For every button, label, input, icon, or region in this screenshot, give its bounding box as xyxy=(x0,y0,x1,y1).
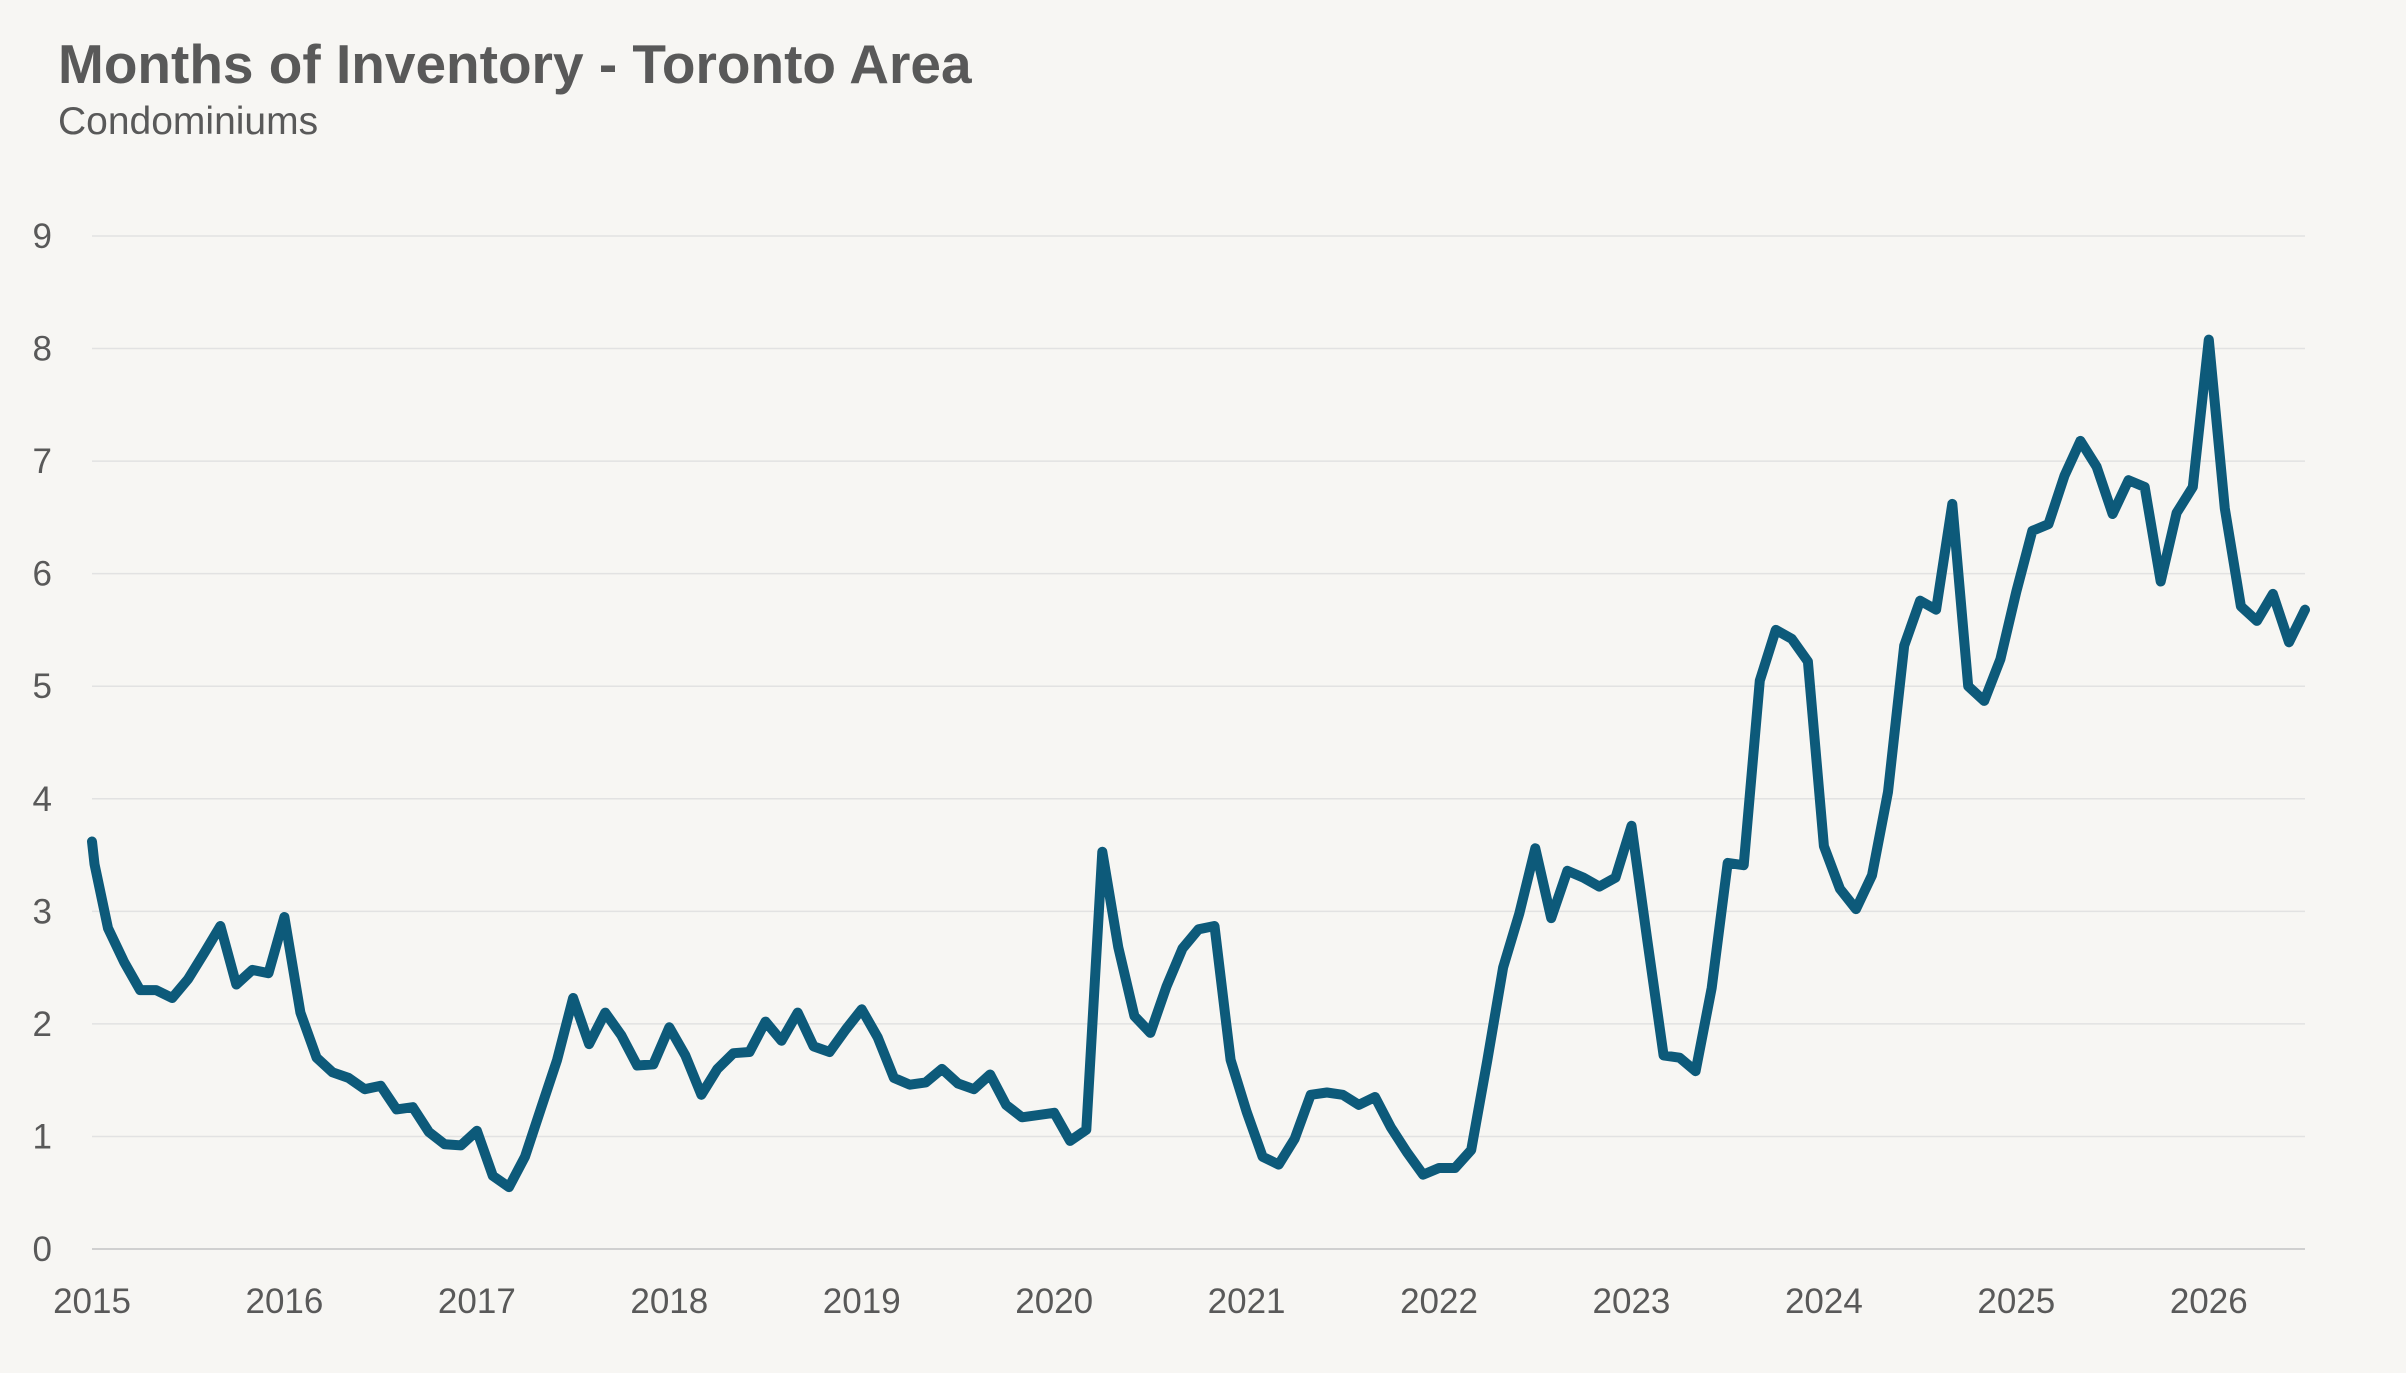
x-tick-label: 2025 xyxy=(1977,1282,2055,1321)
x-tick-label: 2026 xyxy=(2170,1282,2248,1321)
x-tick-label: 2022 xyxy=(1400,1282,1478,1321)
y-tick-label: 5 xyxy=(33,667,52,706)
y-tick-label: 6 xyxy=(33,555,52,594)
x-tick-label: 2021 xyxy=(1208,1282,1286,1321)
y-tick-label: 1 xyxy=(33,1117,52,1156)
chart-title: Months of Inventory - Toronto Area xyxy=(58,33,972,95)
x-tick-label: 2024 xyxy=(1785,1282,1863,1321)
x-tick-label: 2018 xyxy=(630,1282,708,1321)
y-tick-label: 9 xyxy=(33,217,52,256)
y-tick-label: 4 xyxy=(33,780,52,819)
y-tick-label: 0 xyxy=(33,1230,52,1269)
gridlines xyxy=(92,235,2305,1138)
x-tick-label: 2015 xyxy=(53,1282,131,1321)
x-tick-label: 2016 xyxy=(245,1282,323,1321)
y-tick-label: 2 xyxy=(33,1005,52,1044)
x-tick-label: 2020 xyxy=(1015,1282,1093,1321)
y-tick-label: 3 xyxy=(33,892,52,931)
x-tick-label: 2023 xyxy=(1593,1282,1671,1321)
series-layer xyxy=(87,334,2310,1193)
series-line-0 xyxy=(87,334,2310,1193)
y-tick-label: 7 xyxy=(33,442,52,481)
y-axis-tick-labels: 0 1 2 3 4 5 6 7 8 9 xyxy=(33,217,52,1269)
y-tick-label: 8 xyxy=(33,330,52,369)
x-tick-label: 2019 xyxy=(823,1282,901,1321)
x-tick-label: 2017 xyxy=(438,1282,516,1321)
x-axis-tick-labels: 2015 2016 2017 2018 2019 2020 2021 2022 2023 2024… xyxy=(53,1282,2248,1321)
chart-subtitle: Condominiums xyxy=(58,100,319,143)
